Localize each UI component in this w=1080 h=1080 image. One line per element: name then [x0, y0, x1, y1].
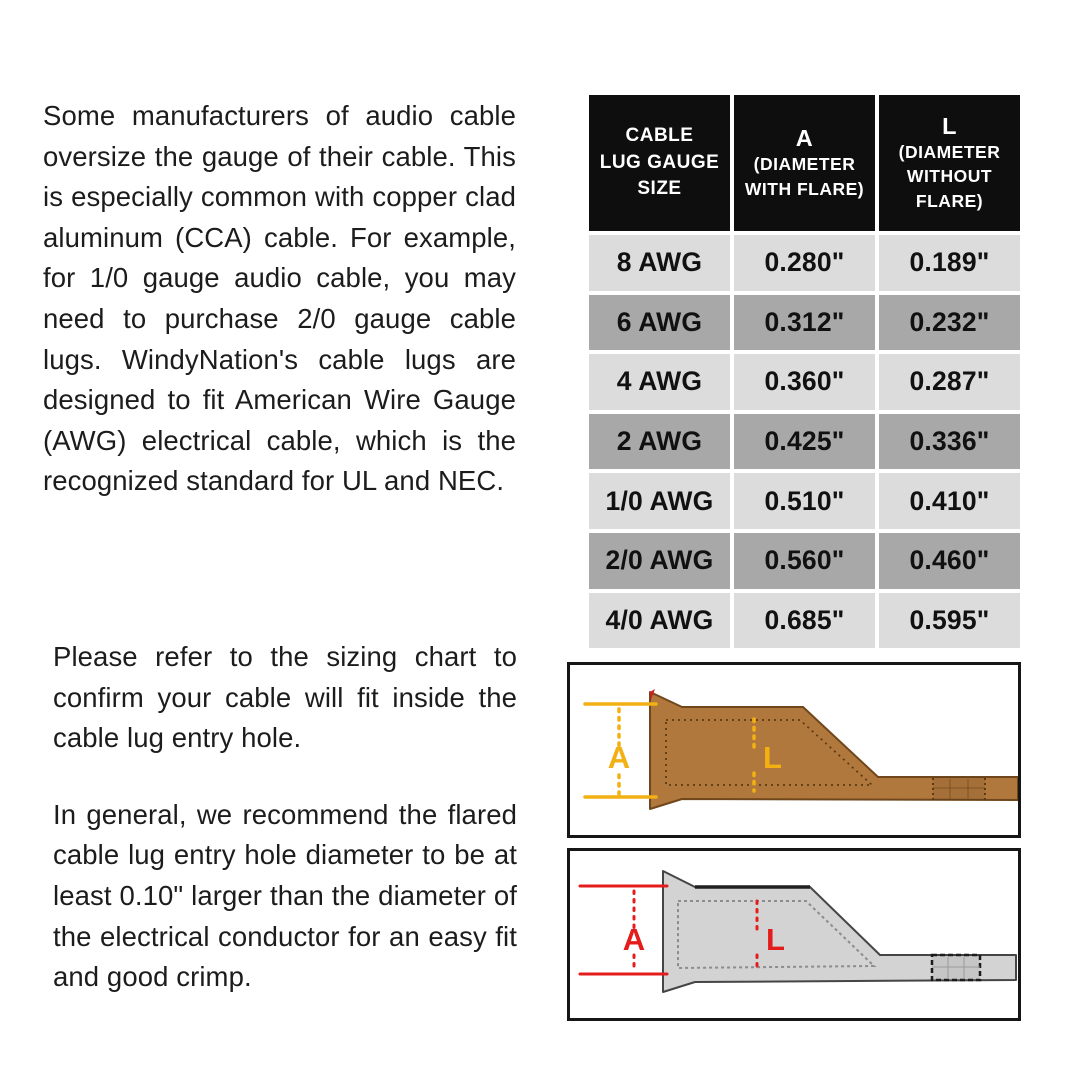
cell-gauge: 2 AWG [589, 413, 730, 470]
cell-l-value: 0.336" [879, 413, 1020, 470]
copper-lug-drawing: A L [583, 689, 1018, 810]
cell-a-value: 0.510" [734, 473, 875, 529]
cell-l-value: 0.287" [879, 354, 1020, 410]
cell-a-value: 0.280" [734, 235, 875, 291]
sizing-chart-note: Please refer to the sizing chart to conf… [53, 641, 517, 754]
cell-gauge: 6 AWG [589, 294, 730, 351]
cable-lug-sizing-table: CABLE LUG GAUGE SIZE A (DIAMETER WITH FL… [589, 95, 1020, 649]
header-cell-a-diameter: A (DIAMETER WITH FLARE) [734, 95, 875, 231]
cell-a-value: 0.425" [734, 413, 875, 470]
notes-text-block: Please refer to the sizing chart to conf… [53, 637, 517, 998]
dimension-lines [578, 884, 759, 976]
header-line: FLARE) [915, 190, 984, 211]
crimp-marks [930, 953, 982, 982]
header-line: WITHOUT [906, 166, 993, 187]
tinned-lug-drawing: A L [578, 870, 1017, 993]
cell-a-value: 0.560" [734, 532, 875, 589]
dimension-label-a: A [623, 922, 645, 957]
dimension-label-a: A [608, 740, 630, 775]
header-line: (DIAMETER [898, 141, 1001, 162]
tinned-lug-diagram: A L [567, 848, 1021, 1021]
cell-l-value: 0.460" [879, 532, 1020, 589]
dimension-label-l: L [763, 740, 782, 775]
copper-lug-diagram: A L [567, 662, 1021, 838]
header-symbol-l: L [942, 112, 957, 139]
header-cell-gauge: CABLE LUG GAUGE SIZE [589, 95, 730, 231]
crimp-marks [932, 777, 986, 800]
dimension-label-l: L [766, 922, 785, 957]
header-symbol-a: A [795, 125, 814, 151]
cell-gauge: 1/0 AWG [589, 473, 730, 529]
cell-l-value: 0.232" [879, 294, 1020, 351]
header-line: (DIAMETER [753, 154, 856, 174]
header-line: LUG GAUGE [599, 151, 720, 173]
header-cell-l-diameter: L (DIAMETER WITHOUT FLARE) [879, 95, 1020, 231]
header-line: SIZE [637, 178, 682, 200]
cell-gauge: 4 AWG [589, 354, 730, 410]
cell-l-value: 0.410" [879, 473, 1020, 529]
cell-l-value: 0.189" [879, 235, 1020, 291]
lug-inner-dotted-border [677, 900, 877, 970]
cell-gauge: 8 AWG [589, 235, 730, 291]
intro-paragraph: Some manufacturers of audio cable oversi… [43, 100, 516, 497]
cell-gauge: 2/0 AWG [589, 532, 730, 589]
lug-outline [649, 691, 1018, 810]
cell-l-value: 0.595" [879, 592, 1020, 649]
cell-a-value: 0.312" [734, 294, 875, 351]
header-line: WITH FLARE) [744, 178, 865, 199]
header-line: CABLE [625, 125, 694, 147]
flare-highlight [650, 689, 655, 700]
cell-a-value: 0.360" [734, 354, 875, 410]
dimension-lines [583, 702, 756, 799]
cell-a-value: 0.685" [734, 592, 875, 649]
cell-gauge: 4/0 AWG [589, 592, 730, 649]
intro-text-block: Some manufacturers of audio cable oversi… [43, 96, 516, 502]
recommendation-note: In general, we recommend the flared cabl… [53, 798, 517, 993]
